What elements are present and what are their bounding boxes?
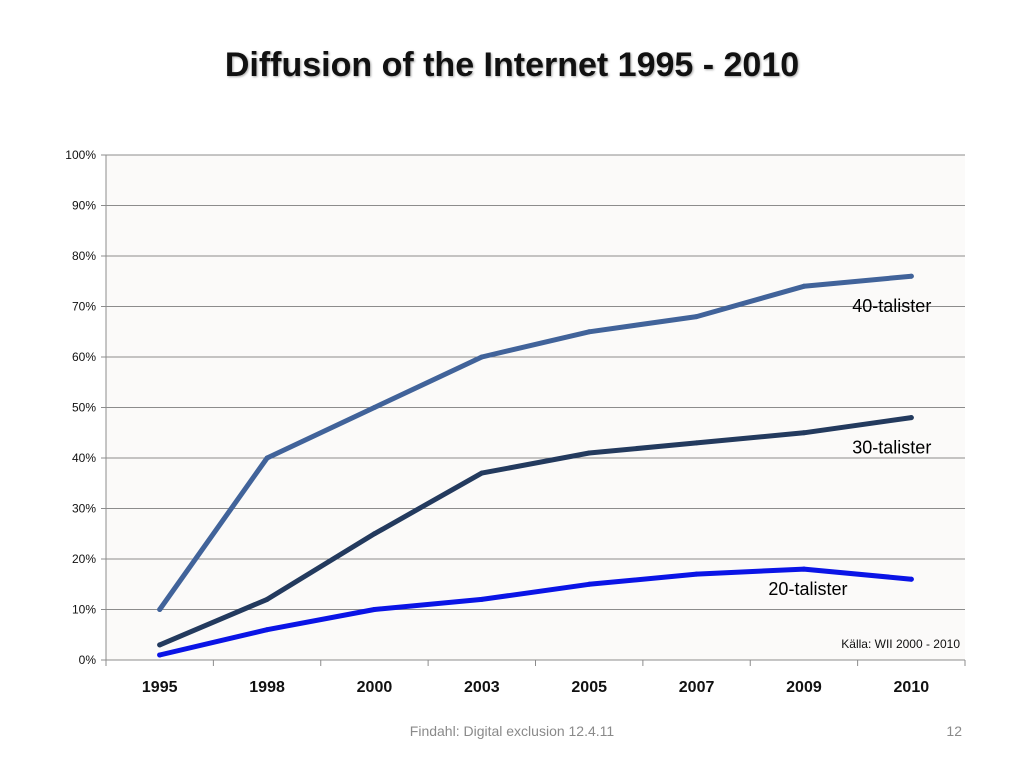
x-tick-label: 2005 <box>571 679 607 696</box>
data-point <box>586 581 592 587</box>
series-line-20-talister <box>157 566 914 658</box>
y-tick-label: 0% <box>79 653 97 667</box>
x-tick-label: 2007 <box>679 679 715 696</box>
data-point <box>694 440 700 446</box>
slide-footer: Findahl: Digital exclusion 12.4.11 <box>409 723 615 739</box>
y-tick-label: 90% <box>72 199 96 213</box>
series-label: 40-talister <box>852 296 931 316</box>
x-tick-label: 2000 <box>357 679 393 696</box>
y-tick-label: 20% <box>72 552 96 566</box>
data-point <box>157 652 163 658</box>
x-tick-label: 2003 <box>464 679 500 696</box>
data-point <box>801 283 807 289</box>
data-point <box>157 607 163 612</box>
data-point <box>479 354 485 360</box>
data-point <box>479 470 485 476</box>
data-point <box>371 607 377 612</box>
data-point <box>908 576 914 582</box>
data-point <box>801 430 807 436</box>
data-point <box>479 596 485 602</box>
x-tick-label: 1995 <box>142 679 178 696</box>
source-note: Källa: WII 2000 - 2010 <box>841 637 960 651</box>
y-tick-label: 80% <box>72 249 96 263</box>
data-point <box>264 596 270 602</box>
series-label: 30-talister <box>852 438 931 458</box>
data-point <box>264 627 270 633</box>
data-point <box>371 531 377 537</box>
data-point <box>586 329 592 335</box>
y-tick-label: 40% <box>72 451 96 465</box>
x-tick-label: 1998 <box>249 679 285 696</box>
page-number: 12 <box>946 723 962 739</box>
y-tick-label: 100% <box>65 148 96 162</box>
series-label: 20-talister <box>768 579 847 599</box>
y-tick-label: 10% <box>72 603 96 617</box>
data-point <box>371 405 377 410</box>
x-tick-label: 2010 <box>894 679 930 696</box>
data-point <box>694 571 700 577</box>
y-tick-label: 70% <box>72 300 96 314</box>
data-point <box>264 455 270 461</box>
y-tick-label: 60% <box>72 350 96 364</box>
data-point <box>908 273 914 279</box>
y-tick-label: 30% <box>72 502 96 516</box>
data-point <box>157 642 163 648</box>
x-tick-label: 2009 <box>786 679 822 696</box>
data-point <box>908 415 914 421</box>
series-line-40-talister <box>157 273 914 612</box>
data-point <box>801 566 807 572</box>
series-line-30-talister <box>157 415 914 648</box>
slide-title: Diffusion of the Internet 1995 - 2010 <box>224 46 800 84</box>
data-point <box>586 450 592 456</box>
y-tick-label: 50% <box>72 401 96 415</box>
data-point <box>694 314 700 320</box>
